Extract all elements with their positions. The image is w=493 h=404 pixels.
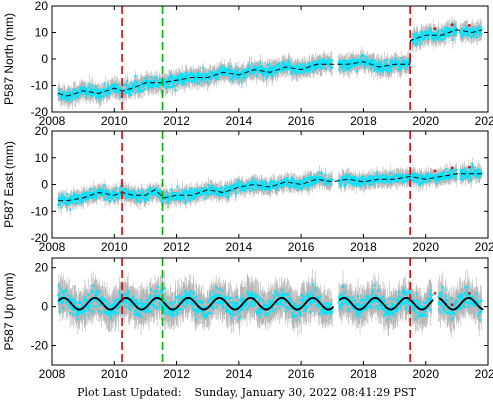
x-tick-label: 2014: [226, 114, 253, 128]
panel-3: 2008 2010 2012 2014 2016 2018 2020 2022 -20 0 20 P5…: [2, 257, 493, 380]
y-tick-label: -10: [31, 204, 49, 218]
x-tick-label: 2018: [350, 367, 377, 380]
x-tick-label: 2012: [163, 114, 190, 128]
observations: [57, 157, 483, 218]
x-tick-label: 2016: [288, 367, 315, 380]
y-tick-label: 10: [35, 151, 49, 165]
x-tick-label: 2010: [101, 367, 128, 380]
x-tick-label: 2022: [475, 240, 493, 254]
panel-2: 2008 2010 2012 2014 2016 2018 2020 2022 -20 -10 0 1…: [2, 124, 493, 254]
plot-last-updated: Plot Last Updated: Sunday, January 30, 2…: [0, 382, 493, 404]
plot-frame: [51, 257, 489, 366]
y-tick-label: 0: [41, 52, 48, 66]
y-axis-label: P587 East (mm): [2, 141, 16, 228]
outlier-point: [468, 165, 471, 169]
outlier-point: [450, 166, 454, 170]
panel-1: 2008 2010 2012 2014 2016 2018 2020 2022 -20 -10 0 1…: [2, 0, 493, 128]
y-tick-label: -20: [31, 231, 49, 245]
y-axis-label: P587 Up (mm): [2, 272, 16, 350]
outlier-point: [450, 23, 454, 27]
x-tick-label: 2016: [288, 114, 315, 128]
x-tick-label: 2012: [163, 240, 190, 254]
x-tick-label: 2014: [226, 367, 253, 380]
x-tick-label: 2022: [475, 114, 493, 128]
footer-label: Plot Last Updated:: [77, 386, 182, 399]
outlier-point: [433, 292, 437, 295]
x-tick-label: 2010: [101, 240, 128, 254]
y-tick-label: 20: [35, 0, 49, 13]
footer-datetime: Sunday, January 30, 2022 08:41:29 PST: [194, 386, 416, 399]
y-tick-label: -10: [31, 79, 49, 93]
x-tick-label: 2020: [412, 367, 439, 380]
x-tick-label: 2008: [39, 114, 66, 128]
x-tick-label: 2014: [226, 240, 253, 254]
y-tick-label: 10: [35, 26, 49, 40]
gps-timeseries-plot: 20082010201220142016201820202022-20-1001…: [2, 0, 493, 380]
y-tick-label: 0: [41, 300, 48, 314]
x-tick-label: 2018: [350, 114, 377, 128]
model-dot: [332, 306, 334, 308]
outlier-point: [433, 169, 437, 173]
x-tick-label: 2020: [412, 114, 439, 128]
x-tick-label: 2018: [350, 240, 377, 254]
y-tick-label: -20: [31, 339, 49, 353]
x-tick-label: 2020: [412, 240, 439, 254]
outlier-point: [433, 27, 437, 30]
y-tick-label: 0: [41, 178, 48, 192]
y-tick-label: 20: [35, 261, 49, 275]
outlier-point: [468, 24, 471, 27]
model-dot: [431, 299, 434, 302]
y-tick-label: -20: [31, 105, 49, 119]
x-tick-label: 2012: [163, 367, 190, 380]
outlier-point: [468, 292, 471, 295]
y-tick-label: 20: [35, 124, 49, 138]
model-dot: [481, 308, 484, 311]
outlier-point: [450, 303, 454, 306]
x-tick-label: 2008: [39, 240, 66, 254]
x-tick-label: 2016: [288, 240, 315, 254]
observations: [57, 268, 484, 338]
observations: [57, 17, 483, 110]
x-tick-label: 2010: [101, 114, 128, 128]
x-tick-label: 2022: [475, 367, 493, 380]
y-axis-label: P587 North (mm): [2, 13, 16, 105]
x-tick-label: 2008: [39, 367, 66, 380]
